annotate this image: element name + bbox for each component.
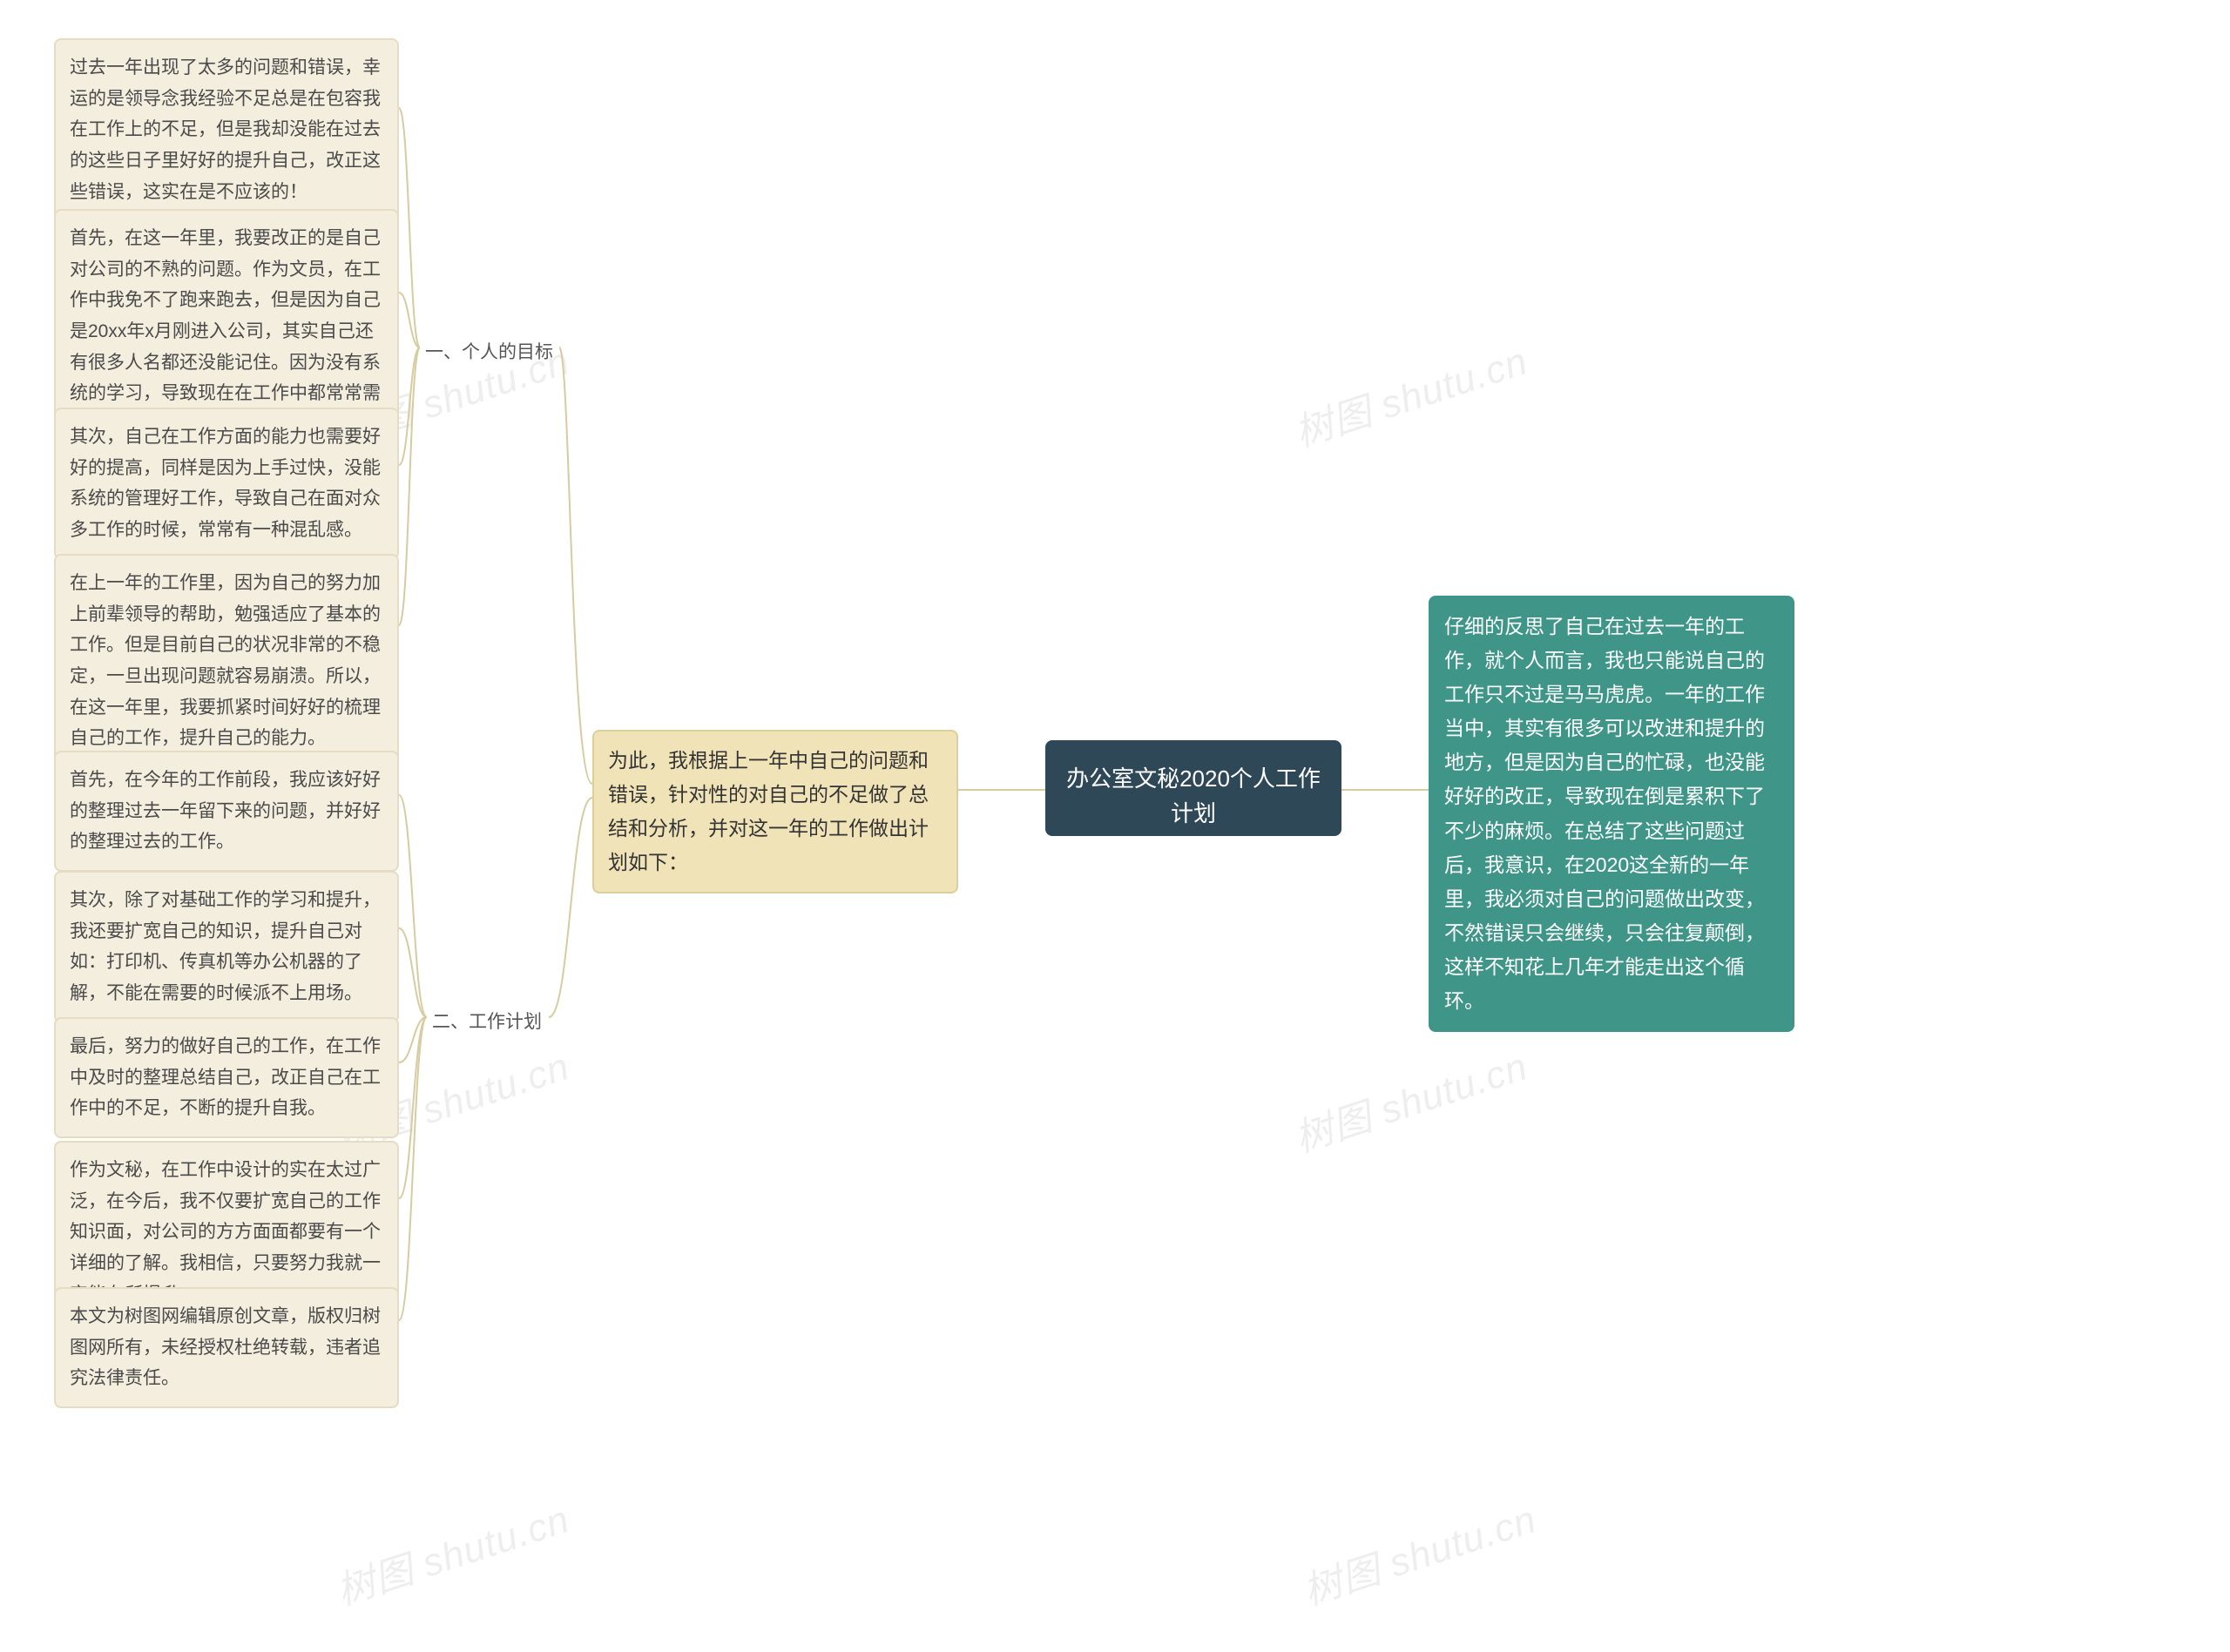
section-2-label[interactable]: 二、工作计划 [427, 1003, 549, 1042]
section-2-item[interactable]: 首先，在今年的工作前段，我应该好好的整理过去一年留下来的问题，并好好的整理过去的… [54, 751, 399, 872]
watermark: 树图 shutu.cn [1295, 1488, 1543, 1616]
watermark: 树图 shutu.cn [1287, 330, 1534, 458]
watermark: 树图 shutu.cn [1287, 1035, 1534, 1163]
root-node[interactable]: 办公室文秘2020个人工作计划 [1045, 740, 1341, 836]
right-summary-node[interactable]: 仔细的反思了自己在过去一年的工作，就个人而言，我也只能说自己的工作只不过是马马虎… [1429, 596, 1794, 1032]
watermark: 树图 shutu.cn [328, 1488, 576, 1616]
section-1-item[interactable]: 其次，自己在工作方面的能力也需要好好的提高，同样是因为上手过快，没能系统的管理好… [54, 408, 399, 560]
section-2-item[interactable]: 本文为树图网编辑原创文章，版权归树图网所有，未经授权杜绝转载，违者追究法律责任。 [54, 1287, 399, 1408]
section-2-item[interactable]: 最后，努力的做好自己的工作，在工作中及时的整理总结自己，改正自己在工作中的不足，… [54, 1017, 399, 1138]
mindmap-canvas: 树图 shutu.cn 树图 shutu.cn 树图 shutu.cn 树图 s… [0, 0, 2230, 1652]
section-1-item[interactable]: 过去一年出现了太多的问题和错误，幸运的是领导念我经验不足总是在包容我在工作上的不… [54, 38, 399, 221]
plan-intro-node[interactable]: 为此，我根据上一年中自己的问题和错误，针对性的对自己的不足做了总结和分析，并对这… [592, 730, 958, 893]
section-1-item[interactable]: 在上一年的工作里，因为自己的努力加上前辈领导的帮助，勉强适应了基本的工作。但是目… [54, 554, 399, 768]
section-2-item[interactable]: 其次，除了对基础工作的学习和提升，我还要扩宽自己的知识，提升自己对如：打印机、传… [54, 871, 399, 1023]
section-1-label[interactable]: 一、个人的目标 [420, 334, 559, 372]
